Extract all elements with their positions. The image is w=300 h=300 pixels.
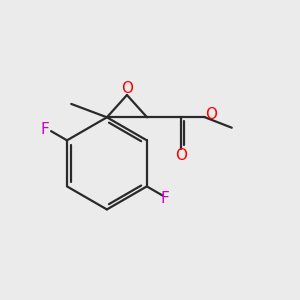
Text: O: O [121,81,133,96]
Text: O: O [175,148,187,163]
Text: F: F [161,191,170,206]
Text: F: F [40,122,49,137]
Text: O: O [206,107,218,122]
